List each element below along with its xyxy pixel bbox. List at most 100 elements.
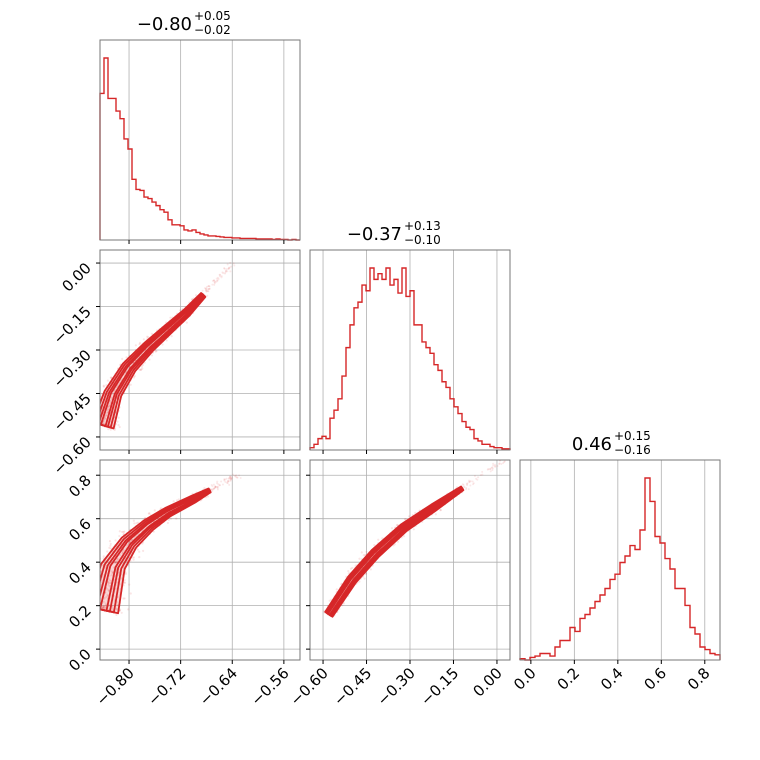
sample-point	[466, 484, 469, 487]
histogram-bar	[394, 279, 398, 450]
histogram-bar	[418, 325, 422, 450]
sample-point	[214, 485, 217, 488]
sample-point	[492, 462, 495, 465]
sample-point	[223, 478, 226, 481]
x-tick-label: −0.56	[247, 664, 292, 709]
sample-point	[493, 463, 496, 466]
sample-point	[129, 383, 132, 386]
sample-point	[223, 479, 226, 482]
y-tick-label: 0.4	[65, 558, 95, 588]
sample-point	[226, 263, 229, 266]
sample-point	[118, 530, 121, 533]
sample-point	[102, 607, 105, 610]
sample-point	[377, 538, 380, 541]
sample-point	[229, 479, 232, 482]
sample-point	[101, 606, 104, 609]
sample-point	[220, 275, 223, 278]
histogram-bar	[116, 111, 120, 240]
sample-point	[217, 277, 220, 280]
histogram-bar	[466, 427, 470, 450]
sample-point	[97, 420, 99, 422]
sample-point	[102, 606, 105, 609]
histogram-bar	[422, 342, 426, 450]
sample-point	[125, 356, 128, 359]
density-contour	[327, 487, 464, 616]
sample-point	[96, 419, 98, 421]
histogram-bar	[362, 285, 366, 450]
sample-point	[97, 597, 99, 599]
sample-point	[92, 606, 94, 608]
sample-point	[123, 530, 126, 533]
sample-point	[208, 287, 211, 290]
sample-point	[472, 482, 475, 485]
sample-point	[92, 576, 94, 578]
sample-point	[513, 451, 515, 453]
sample-point	[115, 607, 118, 610]
sample-point	[172, 500, 175, 503]
sample-point	[140, 365, 143, 368]
panel-border	[99, 459, 301, 661]
histogram-bar	[382, 279, 386, 450]
sample-point	[347, 572, 350, 575]
sample-point	[102, 421, 105, 424]
sample-point	[167, 518, 170, 522]
sample-point	[148, 358, 151, 361]
sample-point	[354, 564, 357, 567]
sample-point	[463, 485, 466, 488]
x-tick-label: 0.2	[554, 664, 584, 694]
sample-point	[133, 374, 136, 378]
sample-point	[515, 452, 517, 454]
sample-point	[236, 476, 239, 479]
sample-point	[214, 280, 217, 283]
sample-point	[396, 540, 400, 543]
histogram-bar	[620, 563, 625, 661]
sample-point	[223, 267, 226, 270]
sample-point	[134, 344, 137, 347]
sample-point	[93, 603, 95, 605]
sample-point	[115, 587, 118, 590]
histogram-bar	[144, 197, 148, 240]
sample-point	[347, 569, 350, 573]
sample-point	[214, 486, 217, 489]
sample-point	[102, 385, 105, 388]
sample-point	[86, 604, 88, 606]
sample-point	[213, 486, 216, 489]
sample-point	[92, 409, 94, 411]
sample-point	[100, 579, 104, 582]
sample-point	[439, 508, 442, 512]
sample-point	[115, 608, 119, 611]
sample-point	[97, 586, 99, 588]
sample-point	[136, 548, 139, 551]
scatter-panel-0-1: −0.60−0.45−0.30−0.15 0.00	[50, 249, 301, 478]
sample-point	[239, 477, 242, 480]
sample-point	[479, 474, 482, 477]
sample-point	[230, 477, 233, 480]
sample-point	[97, 592, 99, 594]
histogram-bar	[112, 98, 116, 240]
density-layer	[92, 261, 236, 432]
sample-point	[108, 579, 111, 582]
sample-point	[104, 416, 107, 420]
y-tick-label: 0.6	[65, 515, 95, 545]
sample-point	[466, 482, 469, 485]
sample-point	[87, 597, 89, 599]
sample-point	[111, 572, 114, 575]
sample-point	[234, 475, 237, 478]
sample-point	[116, 557, 119, 561]
x-tick-label: −0.80	[93, 664, 138, 709]
histogram-bar	[700, 647, 705, 660]
sample-point	[228, 483, 231, 486]
sample-point	[228, 477, 231, 480]
density-layer	[86, 473, 242, 616]
sample-point	[97, 418, 99, 420]
sample-point	[177, 498, 180, 501]
sample-point	[169, 517, 173, 520]
histogram-bar	[434, 365, 438, 450]
sample-point	[213, 282, 216, 285]
density-contour	[100, 293, 205, 427]
sample-point	[486, 468, 489, 471]
sample-point	[91, 605, 93, 607]
sample-point	[107, 589, 110, 592]
x-tick-label: 0.6	[641, 664, 671, 694]
sample-point	[121, 357, 124, 361]
